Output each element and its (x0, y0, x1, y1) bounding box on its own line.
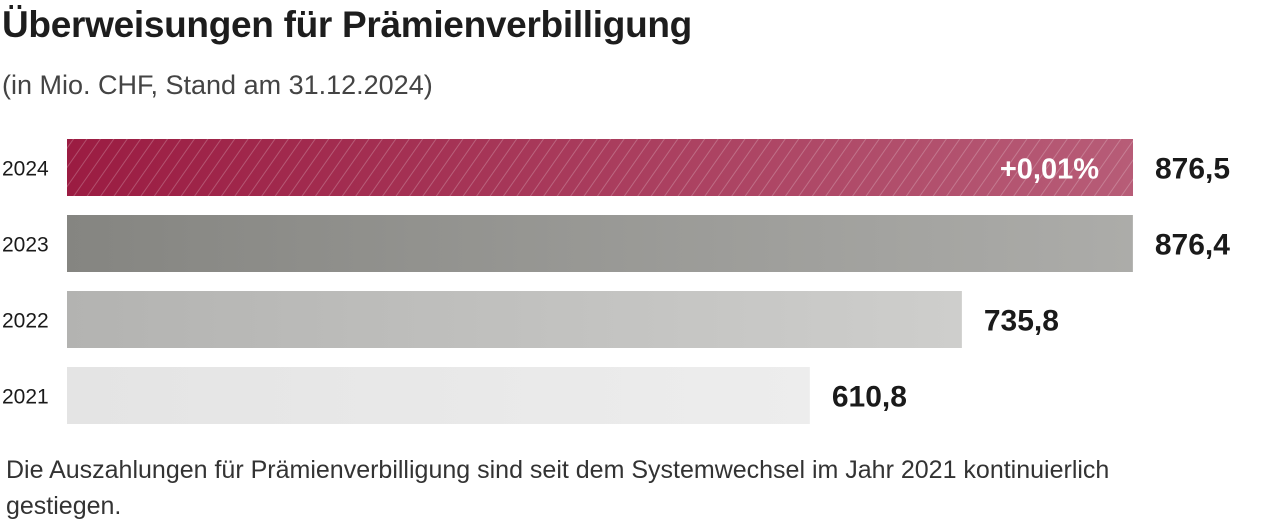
value-label-2023: 876,4 (1155, 229, 1230, 262)
chart-title: Überweisungen für Prämienverbilligung (2, 4, 692, 45)
bar-chart: 2024 876,5 2023 876,4 2022 735,8 2021 610,8 +0,0… (2, 139, 1230, 424)
value-label-2024: 876,5 (1155, 153, 1230, 186)
year-label-2024: 2024 (2, 158, 49, 181)
chart-subtitle: (in Mio. CHF, Stand am 31.12.2024) (2, 70, 433, 100)
chart-caption: Die Auszahlungen für Prämienverbilligung… (6, 456, 1110, 520)
bar-2022 (67, 291, 962, 348)
year-label-2022: 2022 (2, 310, 49, 333)
bar-2021 (67, 367, 810, 424)
change-annotation-2024: +0,01% (1000, 154, 1099, 186)
bar-hatch-2024 (67, 139, 1133, 196)
bar-2023 (67, 215, 1133, 272)
year-label-2021: 2021 (2, 386, 49, 409)
year-label-2023: 2023 (2, 234, 49, 257)
value-label-2022: 735,8 (984, 305, 1059, 338)
value-label-2021: 610,8 (832, 381, 907, 414)
